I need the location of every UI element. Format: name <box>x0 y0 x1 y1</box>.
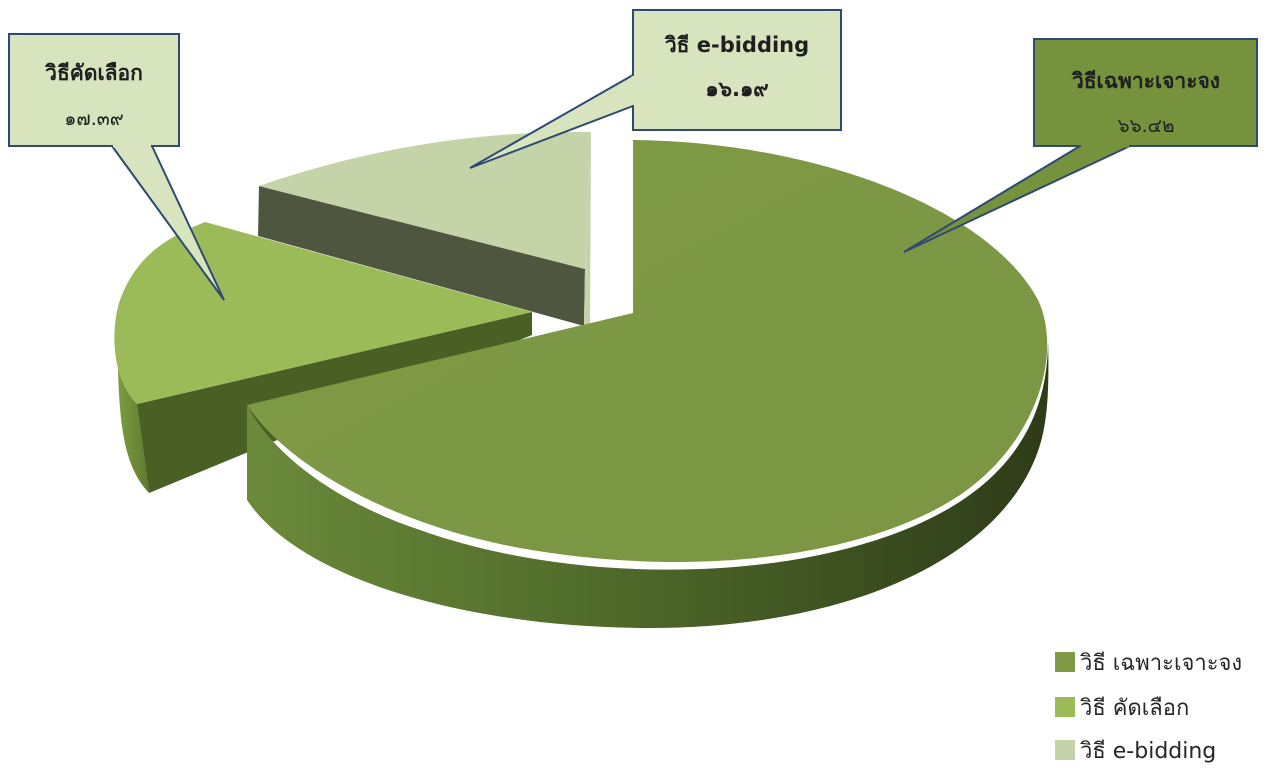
legend-swatch-e-bidding <box>1055 740 1075 760</box>
callout-specific-box <box>1033 38 1258 147</box>
legend-item-specific: วิธี เฉพาะเจาะจง <box>1055 651 1242 676</box>
callout-e-bidding: วิธี e-bidding ๑๖.๑๙ <box>469 9 842 169</box>
slice-e-bidding <box>258 131 591 326</box>
callout-e-bidding-value: ๑๖.๑๙ <box>705 77 768 101</box>
callout-e-bidding-pointer <box>469 74 634 169</box>
slice-selection-top <box>114 222 533 404</box>
legend-item-selection: วิธี คัดเลือก <box>1055 696 1189 721</box>
legend-label-e-bidding: วิธี e-bidding <box>1079 739 1216 764</box>
legend: วิธี เฉพาะเจาะจง วิธี คัดเลือก วิธี e-bi… <box>1055 651 1242 764</box>
legend-item-e-bidding: วิธี e-bidding <box>1055 739 1216 764</box>
legend-label-specific: วิธี เฉพาะเจาะจง <box>1079 651 1242 676</box>
slice-e-bidding-side-wall <box>258 186 585 326</box>
legend-label-selection: วิธี คัดเลือก <box>1079 696 1189 721</box>
callout-e-bidding-box <box>632 9 842 131</box>
callout-selection-box <box>8 33 180 147</box>
legend-swatch-specific <box>1055 652 1075 672</box>
callout-specific-pointer <box>903 145 1131 253</box>
legend-swatch-selection <box>1055 697 1075 717</box>
slice-specific <box>247 140 1049 628</box>
callout-selection-value: ๑๗.๓๙ <box>64 108 123 130</box>
callout-selection-pointer <box>111 145 225 301</box>
slice-e-bidding-right-wall <box>584 132 591 326</box>
callout-selection-title: วิธีคัดเลือก <box>44 61 143 85</box>
slice-specific-wall <box>247 340 1049 628</box>
callout-specific-title: วิธีเฉพาะเจาะจง <box>1071 69 1220 93</box>
slice-selection-outer-wall <box>115 320 149 493</box>
slice-e-bidding-top <box>259 131 591 269</box>
callout-e-bidding-title: วิธี e-bidding <box>664 33 810 57</box>
callout-specific: วิธีเฉพาะเจาะจง ๖๖.๔๒ <box>903 38 1258 253</box>
callout-selection: วิธีคัดเลือก ๑๗.๓๙ <box>8 33 225 301</box>
slice-specific-top <box>247 140 1048 563</box>
callout-specific-value: ๖๖.๔๒ <box>1117 115 1174 137</box>
